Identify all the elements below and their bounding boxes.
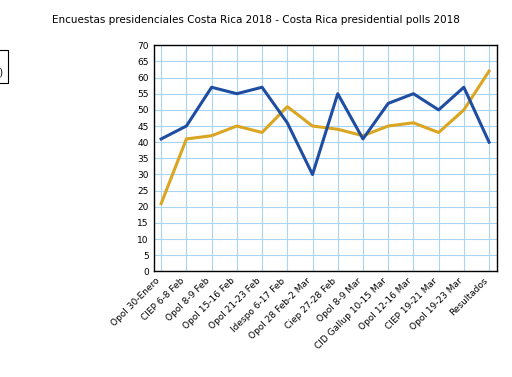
Carlos Alvarado (PAC) <box>335 127 341 132</box>
Fabricio Alvarado (PREN) <box>436 107 442 112</box>
Fabricio Alvarado (PREN) <box>360 137 366 141</box>
Carlos Alvarado (PAC) <box>360 133 366 138</box>
Fabricio Alvarado (PREN) <box>284 121 290 125</box>
Carlos Alvarado (PAC) <box>208 133 215 138</box>
Fabricio Alvarado (PREN) <box>410 92 416 96</box>
Fabricio Alvarado (PREN) <box>158 137 164 141</box>
Carlos Alvarado (PAC) <box>234 124 240 128</box>
Carlos Alvarado (PAC) <box>436 130 442 135</box>
Carlos Alvarado (PAC) <box>410 121 416 125</box>
Text: Encuestas presidenciales Costa Rica 2018 - Costa Rica presidential polls 2018: Encuestas presidenciales Costa Rica 2018… <box>52 15 460 25</box>
Fabricio Alvarado (PREN) <box>335 92 341 96</box>
Fabricio Alvarado (PREN) <box>385 101 391 106</box>
Fabricio Alvarado (PREN) <box>309 172 315 177</box>
Carlos Alvarado (PAC) <box>259 130 265 135</box>
Carlos Alvarado (PAC) <box>385 124 391 128</box>
Fabricio Alvarado (PREN) <box>183 124 189 128</box>
Line: Carlos Alvarado (PAC): Carlos Alvarado (PAC) <box>161 71 489 204</box>
Line: Fabricio Alvarado (PREN): Fabricio Alvarado (PREN) <box>161 87 489 175</box>
Carlos Alvarado (PAC) <box>158 201 164 206</box>
Carlos Alvarado (PAC) <box>461 107 467 112</box>
Fabricio Alvarado (PREN) <box>208 85 215 89</box>
Fabricio Alvarado (PREN) <box>461 85 467 89</box>
Fabricio Alvarado (PREN) <box>234 92 240 96</box>
Carlos Alvarado (PAC) <box>486 69 492 74</box>
Legend: Carlos Alvarado (PAC), Fabricio Alvarado (PREN): Carlos Alvarado (PAC), Fabricio Alvarado… <box>0 50 8 83</box>
Fabricio Alvarado (PREN) <box>486 140 492 144</box>
Carlos Alvarado (PAC) <box>309 124 315 128</box>
Carlos Alvarado (PAC) <box>183 137 189 141</box>
Fabricio Alvarado (PREN) <box>259 85 265 89</box>
Carlos Alvarado (PAC) <box>284 104 290 109</box>
